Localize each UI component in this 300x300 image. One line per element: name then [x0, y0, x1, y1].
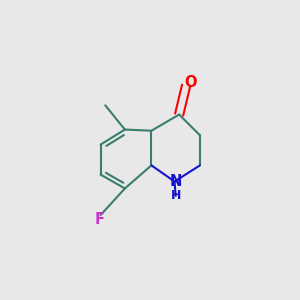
Text: F: F — [94, 212, 104, 227]
Text: N: N — [169, 174, 182, 189]
Text: O: O — [184, 75, 197, 90]
Text: H: H — [170, 189, 181, 202]
